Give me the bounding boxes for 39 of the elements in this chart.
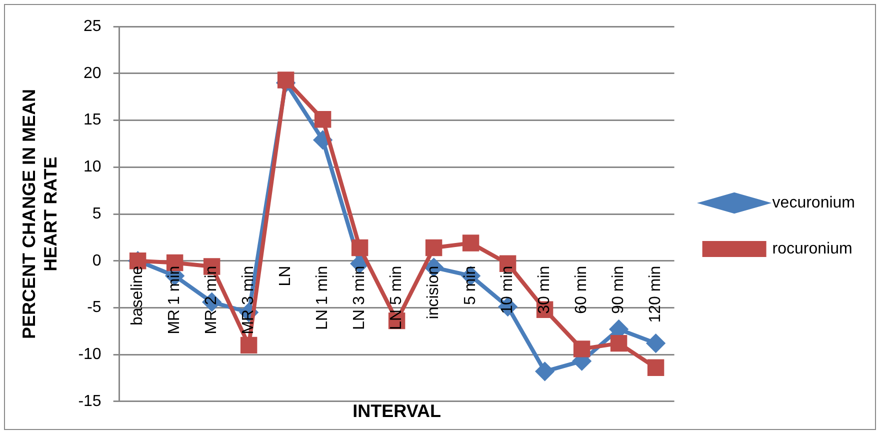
y-tick-label: 15 <box>84 112 102 129</box>
y-tick-label: -15 <box>78 392 102 410</box>
x-tick-label: LN 1 min <box>314 266 332 330</box>
y-tick-label: 10 <box>84 158 102 176</box>
x-tick-label: LN 5 min <box>388 266 406 330</box>
point <box>646 334 665 352</box>
point <box>314 111 332 128</box>
y-tick-label: 25 <box>84 18 102 36</box>
y-tick-label: 0 <box>92 252 102 270</box>
point <box>573 340 590 358</box>
x-axis-title: INTERVAL <box>352 401 441 422</box>
x-tick-label: MR 2 min <box>203 266 220 334</box>
point <box>647 359 664 376</box>
x-tick-label: LN <box>277 266 294 286</box>
point <box>536 362 554 380</box>
y-tick-label: 20 <box>84 64 102 82</box>
x-tick-label: MR 3 min <box>240 266 258 334</box>
y-tick-label: -5 <box>87 299 102 316</box>
x-tick-label: 30 min <box>536 266 554 314</box>
x-tick-label: 90 min <box>610 266 628 314</box>
legend-label: rocuronium <box>772 240 852 258</box>
x-tick-label: incision <box>425 266 442 320</box>
point <box>351 239 368 256</box>
x-tick-label: baseline <box>129 266 146 326</box>
y-tick-label: 5 <box>92 205 102 222</box>
x-tick-label: LN 3 min <box>351 266 368 330</box>
point <box>425 239 442 256</box>
x-tick-label: 5 min <box>462 266 480 305</box>
point <box>462 234 480 252</box>
y-axis-title: PERCENT CHANGE IN MEAN HEART RATE <box>18 88 60 340</box>
x-tick-label: 10 min <box>499 266 516 314</box>
y-tick-label: -10 <box>78 346 102 363</box>
x-tick-label: MR 1 min <box>166 266 184 334</box>
x-tick-label: 120 min <box>647 266 664 323</box>
x-tick-label: 60 min <box>573 266 590 314</box>
point <box>277 72 294 88</box>
legend-label: vecuronium <box>772 194 855 212</box>
point <box>610 334 628 352</box>
point <box>240 336 258 354</box>
